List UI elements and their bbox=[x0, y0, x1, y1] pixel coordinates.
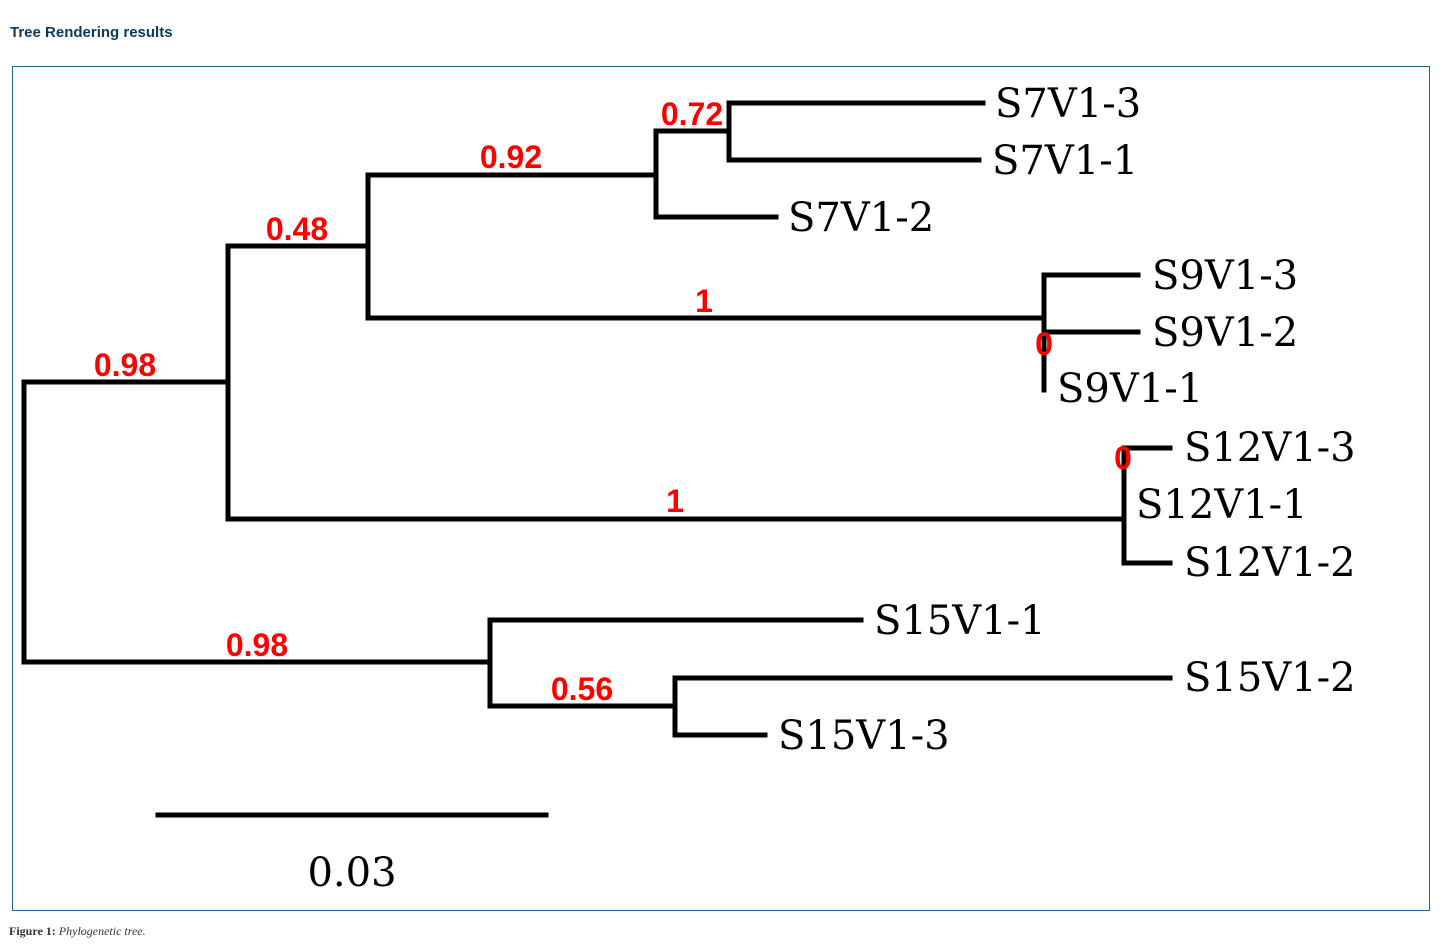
leaf-label: S9V1-2 bbox=[1152, 310, 1298, 356]
tree-frame bbox=[12, 66, 1430, 911]
leaf-label: S15V1-3 bbox=[778, 713, 950, 759]
support-value: 0.48 bbox=[266, 211, 328, 247]
caption-label: Figure 1: bbox=[9, 924, 56, 938]
leaf-label: S12V1-3 bbox=[1184, 425, 1356, 471]
leaf-label: S12V1-2 bbox=[1184, 540, 1356, 586]
support-value: 1 bbox=[695, 283, 713, 319]
support-value: 0.98 bbox=[94, 347, 156, 383]
support-value: 0 bbox=[1035, 326, 1053, 362]
tree-branches bbox=[21, 100, 1173, 738]
leaf-label: S12V1-1 bbox=[1136, 482, 1308, 528]
leaf-labels: S7V1-3 S7V1-1 S7V1-2 S9V1-3 S9V1-2 S9V1-… bbox=[778, 81, 1356, 759]
support-values: 0.98 0.48 0.92 0.72 1 0 1 0 0.98 0.56 bbox=[94, 96, 1132, 707]
leaf-label: S9V1-3 bbox=[1152, 253, 1298, 299]
support-value: 0.72 bbox=[661, 96, 723, 132]
leaf-label: S7V1-3 bbox=[995, 81, 1141, 127]
scale-bar-label: 0.03 bbox=[307, 850, 396, 896]
leaf-label: S9V1-1 bbox=[1057, 366, 1203, 412]
section-title: Tree Rendering results bbox=[10, 24, 173, 41]
leaf-label: S7V1-1 bbox=[992, 138, 1138, 184]
leaf-label: S15V1-2 bbox=[1184, 655, 1356, 701]
leaf-label: S7V1-2 bbox=[788, 195, 934, 241]
caption-text: Phylogenetic tree. bbox=[58, 924, 146, 938]
support-value: 0.98 bbox=[226, 627, 288, 663]
support-value: 0.56 bbox=[551, 671, 613, 707]
scale-bar: 0.03 bbox=[155, 812, 549, 896]
support-value: 0 bbox=[1114, 440, 1132, 476]
support-value: 0.92 bbox=[480, 139, 542, 175]
figure-caption: Figure 1: Phylogenetic tree. bbox=[9, 924, 146, 939]
leaf-label: S15V1-1 bbox=[874, 598, 1046, 644]
support-value: 1 bbox=[666, 483, 684, 519]
